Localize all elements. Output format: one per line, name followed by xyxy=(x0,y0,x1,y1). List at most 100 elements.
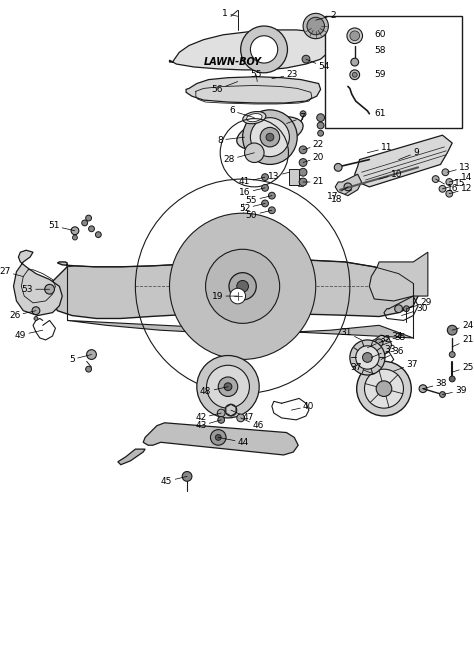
Circle shape xyxy=(32,307,40,314)
Text: 39: 39 xyxy=(442,386,466,395)
Circle shape xyxy=(71,227,79,235)
Polygon shape xyxy=(67,320,413,338)
Text: 22: 22 xyxy=(303,141,324,150)
Circle shape xyxy=(356,346,379,369)
Text: 26: 26 xyxy=(9,310,36,320)
Text: 10: 10 xyxy=(379,170,402,179)
Circle shape xyxy=(262,185,268,191)
Text: 7: 7 xyxy=(286,113,305,124)
Text: 1: 1 xyxy=(222,9,238,18)
Circle shape xyxy=(182,472,192,481)
Circle shape xyxy=(299,146,307,154)
Circle shape xyxy=(447,325,457,335)
Bar xyxy=(326,16,462,128)
Polygon shape xyxy=(355,135,452,187)
Polygon shape xyxy=(14,250,62,316)
Circle shape xyxy=(241,26,287,73)
Circle shape xyxy=(207,365,249,408)
Text: 40: 40 xyxy=(292,402,314,411)
Text: 2: 2 xyxy=(316,11,336,20)
Text: 47: 47 xyxy=(231,410,254,422)
Text: 55: 55 xyxy=(250,70,262,82)
Circle shape xyxy=(351,58,359,66)
Text: 25: 25 xyxy=(452,363,474,372)
Text: 38: 38 xyxy=(423,379,447,389)
Circle shape xyxy=(237,414,245,422)
Circle shape xyxy=(344,183,352,191)
Circle shape xyxy=(170,213,316,360)
Text: 30: 30 xyxy=(401,304,428,316)
Circle shape xyxy=(318,130,324,136)
Text: 16: 16 xyxy=(239,188,265,197)
Text: 55: 55 xyxy=(246,196,272,205)
Circle shape xyxy=(375,339,383,347)
Text: 45: 45 xyxy=(161,476,187,486)
Circle shape xyxy=(356,362,411,416)
Circle shape xyxy=(210,430,226,445)
Text: LAWN-BOY: LAWN-BOY xyxy=(204,57,262,67)
Text: 23: 23 xyxy=(272,70,298,79)
Circle shape xyxy=(446,191,453,197)
Text: 21: 21 xyxy=(452,336,474,347)
Text: 6: 6 xyxy=(229,106,255,118)
Text: 46: 46 xyxy=(241,418,264,430)
Circle shape xyxy=(395,305,402,312)
Circle shape xyxy=(82,220,88,226)
Circle shape xyxy=(245,143,264,163)
Text: 54: 54 xyxy=(306,59,330,71)
Text: 41: 41 xyxy=(239,177,265,187)
Polygon shape xyxy=(143,422,298,455)
Text: 61: 61 xyxy=(374,110,386,118)
Circle shape xyxy=(237,281,248,292)
Circle shape xyxy=(317,114,325,122)
Text: 53: 53 xyxy=(21,284,50,294)
Circle shape xyxy=(350,31,360,41)
Text: 13: 13 xyxy=(268,172,290,181)
Text: 24: 24 xyxy=(452,321,473,330)
Polygon shape xyxy=(186,76,320,103)
Circle shape xyxy=(266,133,274,141)
Circle shape xyxy=(34,316,38,320)
Text: 48: 48 xyxy=(200,387,228,396)
Text: 59: 59 xyxy=(374,70,386,79)
Circle shape xyxy=(449,376,455,382)
Circle shape xyxy=(334,163,342,171)
Circle shape xyxy=(243,110,297,165)
Text: 27: 27 xyxy=(0,267,23,277)
Polygon shape xyxy=(50,260,418,318)
Circle shape xyxy=(376,381,392,397)
Text: 14: 14 xyxy=(449,172,473,182)
Circle shape xyxy=(350,70,360,80)
Ellipse shape xyxy=(237,117,303,150)
Circle shape xyxy=(363,353,372,362)
Text: 35: 35 xyxy=(383,334,406,345)
Circle shape xyxy=(206,249,280,323)
Text: 9: 9 xyxy=(399,148,419,159)
Circle shape xyxy=(215,435,221,441)
Text: 15: 15 xyxy=(442,179,465,189)
Circle shape xyxy=(300,111,306,117)
Text: 49: 49 xyxy=(15,330,43,340)
Circle shape xyxy=(268,207,275,214)
Circle shape xyxy=(217,409,225,417)
Circle shape xyxy=(218,377,238,397)
Circle shape xyxy=(73,235,77,240)
Circle shape xyxy=(229,273,256,300)
Text: 32: 32 xyxy=(367,336,391,348)
Text: 36: 36 xyxy=(381,347,404,360)
Circle shape xyxy=(303,14,328,39)
Text: 52: 52 xyxy=(239,203,265,213)
Circle shape xyxy=(268,192,275,199)
Text: 12: 12 xyxy=(449,184,473,194)
Circle shape xyxy=(439,185,446,192)
Circle shape xyxy=(262,200,268,207)
Bar xyxy=(290,169,299,185)
Circle shape xyxy=(262,174,268,181)
Circle shape xyxy=(250,118,290,157)
Circle shape xyxy=(442,169,449,176)
Circle shape xyxy=(302,55,310,63)
Polygon shape xyxy=(369,252,428,301)
Text: 33: 33 xyxy=(371,345,395,358)
Circle shape xyxy=(89,226,94,232)
Circle shape xyxy=(317,122,324,129)
